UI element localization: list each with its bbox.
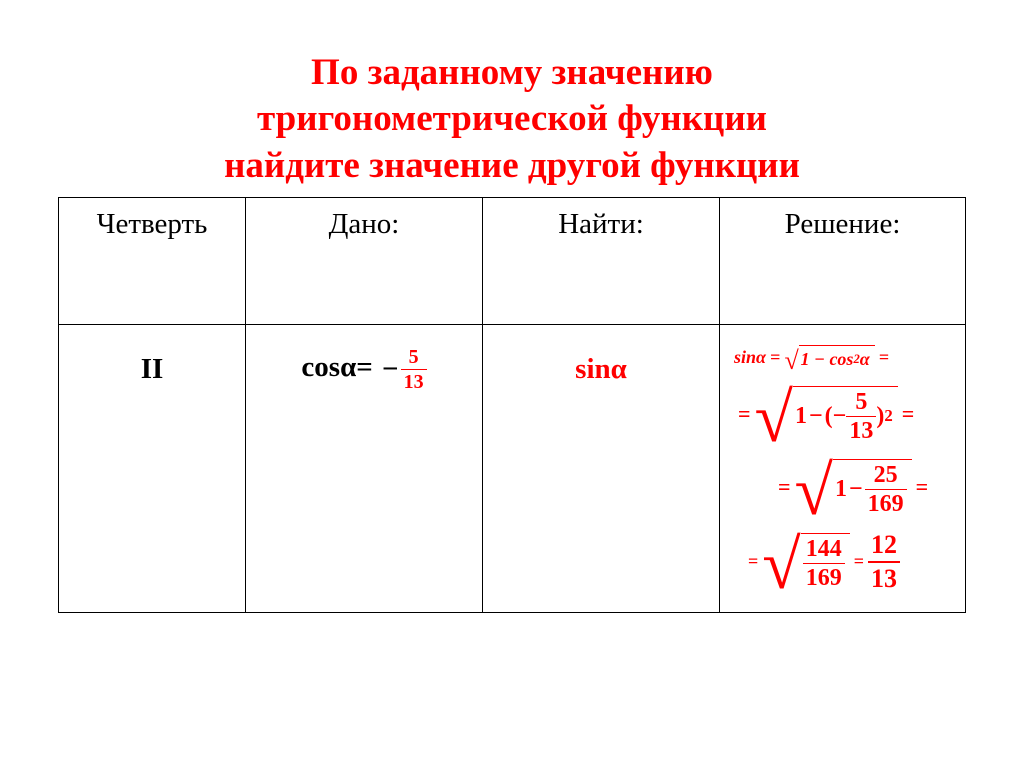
sol2-lpar: (−	[825, 403, 847, 430]
sol2-one: 1	[795, 403, 807, 430]
table-header-row: Четверть Дано: Найти: Решение:	[59, 197, 966, 324]
equals-icon: =	[734, 401, 755, 427]
minus-icon: −	[807, 403, 825, 430]
sol2-sup: 2	[884, 406, 892, 426]
sol1-suffix: α	[860, 349, 870, 370]
quarter-value: II	[141, 353, 164, 385]
sol2-den: 13	[846, 416, 876, 443]
equals-icon: =	[744, 551, 762, 572]
cell-given: cosα= − 5 13	[246, 324, 483, 612]
col-header-given: Дано:	[246, 197, 483, 324]
col-header-find: Найти:	[483, 197, 720, 324]
sqrt-icon: √ 144 169	[762, 533, 849, 590]
given-den: 13	[401, 369, 427, 392]
sqrt-icon: √ 1 − 25 169	[795, 459, 912, 516]
slide-title: По заданному значению тригонометрической…	[58, 50, 966, 189]
sol2-num: 5	[846, 390, 876, 416]
sol1-prefix: sinα	[734, 347, 766, 368]
cell-quarter: II	[59, 324, 246, 612]
task-table: Четверть Дано: Найти: Решение: II cosα= …	[58, 197, 966, 613]
solution-line-2: = √ 1 − (− 5 13 )2	[734, 386, 918, 443]
cell-find: sinα	[483, 324, 720, 612]
col-header-solution: Решение:	[720, 197, 966, 324]
sol3-one: 1	[835, 476, 847, 503]
table-data-row: II cosα= − 5 13 sinα	[59, 324, 966, 612]
equals-icon: =	[875, 347, 893, 368]
col-header-quarter: Четверть	[59, 197, 246, 324]
sol2-fraction: 5 13	[846, 390, 876, 443]
minus-icon: −	[847, 476, 865, 503]
sqrt-icon: √ 1 − (− 5 13 )2	[755, 386, 898, 443]
equals-icon: =	[898, 401, 919, 427]
equals-icon: =	[766, 347, 784, 368]
sol4-fraction-in: 144 169	[803, 537, 845, 590]
find-value: sinα	[575, 353, 627, 385]
sol3-num: 25	[865, 463, 907, 489]
cell-solution: sinα = √ 1 − cos2α = =	[720, 324, 966, 612]
sol4-result: 12 13	[868, 532, 900, 592]
equals-icon: =	[774, 474, 795, 500]
title-line-2: тригонометрической функции	[257, 98, 767, 139]
given-fraction: 5 13	[401, 347, 427, 392]
sol1-expr: 1 − cos	[801, 349, 854, 370]
title-line-3: найдите значение другой функции	[224, 145, 800, 186]
sol3-den: 169	[865, 489, 907, 516]
solution-line-1: sinα = √ 1 − cos2α =	[734, 345, 893, 370]
solution-block: sinα = √ 1 − cos2α = =	[734, 345, 959, 592]
given-label: cosα=	[301, 351, 372, 383]
given-num: 5	[401, 347, 427, 369]
equals-icon: =	[912, 474, 933, 500]
equals-icon: =	[850, 551, 868, 572]
sol2-rpar: )	[876, 403, 884, 430]
sol4-den-in: 169	[803, 563, 845, 590]
solution-line-4: = √ 144 169 = 12	[744, 532, 900, 592]
given-sign: −	[380, 353, 401, 386]
sqrt-icon: √ 1 − cos2α	[784, 345, 874, 370]
title-line-1: По заданному значению	[311, 52, 713, 93]
sol3-fraction: 25 169	[865, 463, 907, 516]
sol4-num-out: 12	[868, 532, 900, 561]
solution-line-3: = √ 1 − 25 169 =	[774, 459, 932, 516]
sol4-num-in: 144	[803, 537, 845, 563]
sol4-den-out: 13	[868, 561, 900, 592]
